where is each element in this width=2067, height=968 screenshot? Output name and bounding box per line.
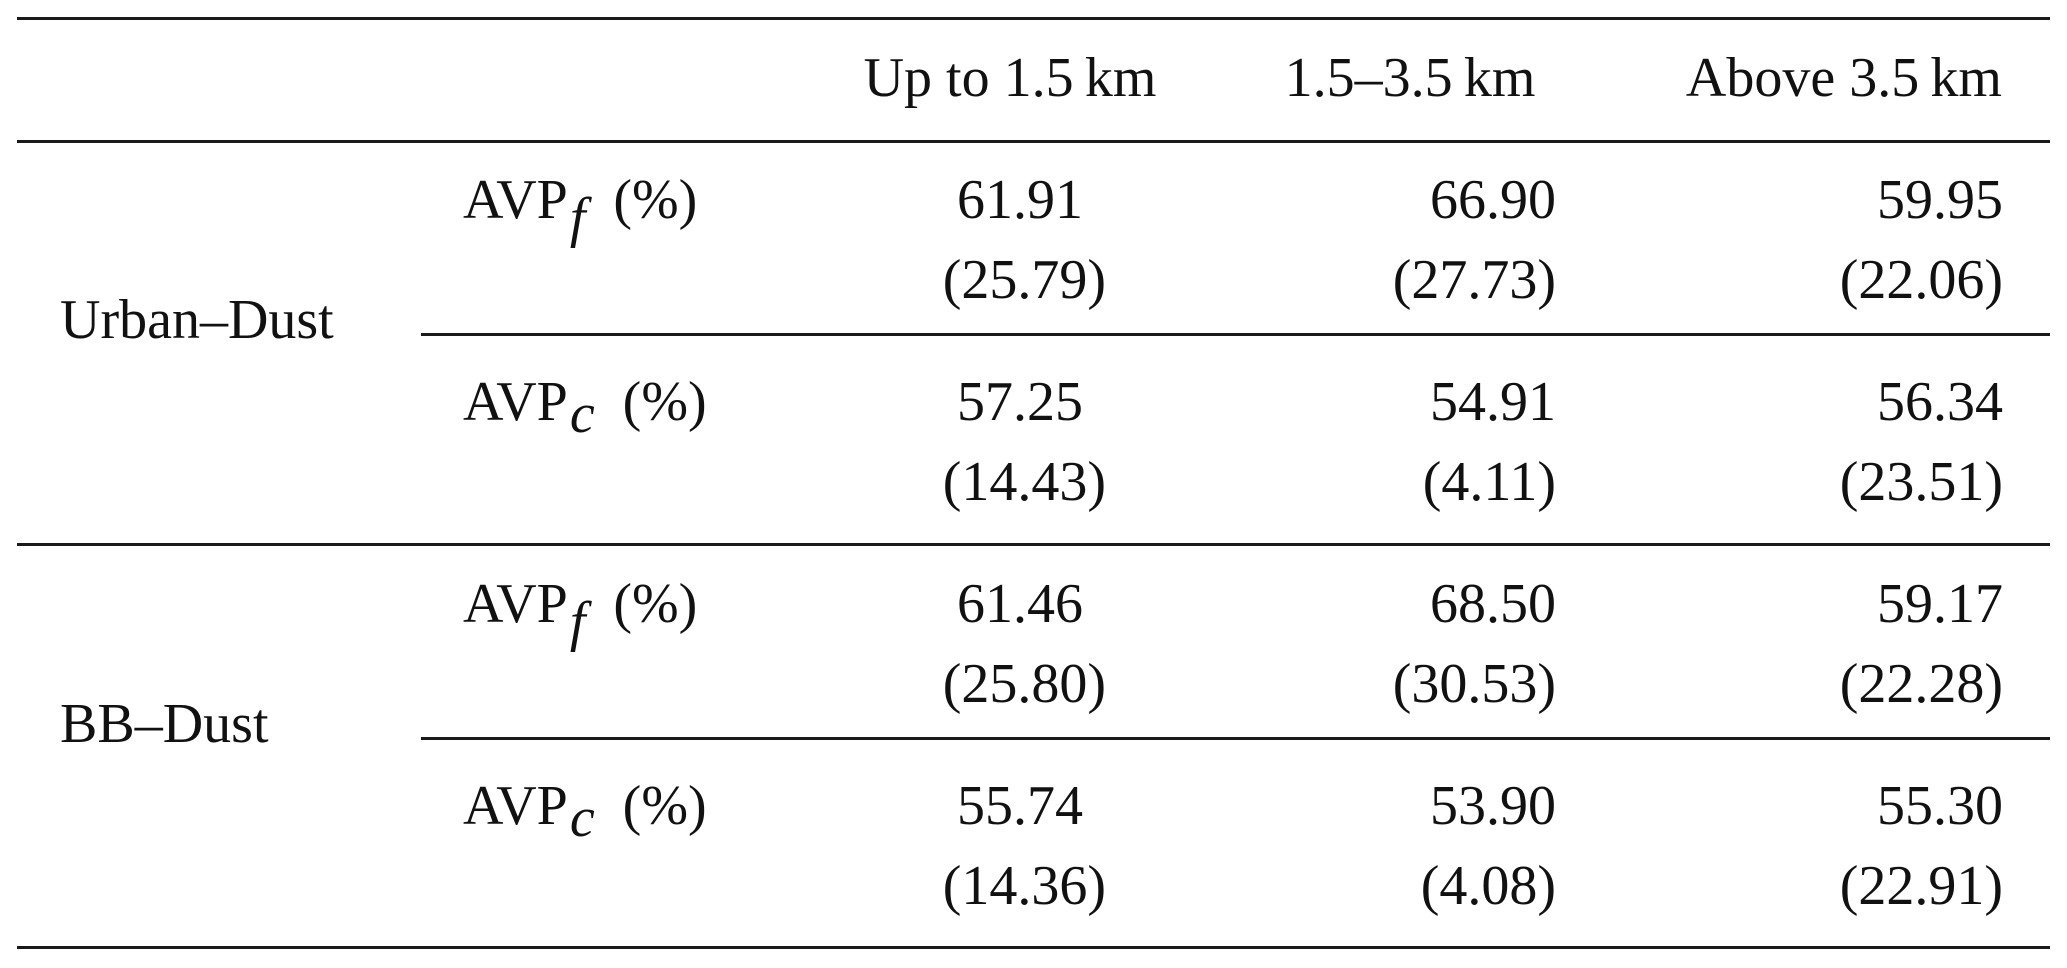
cell-sd: (25.79): [942, 249, 1106, 311]
cell-value: 55.30: [1877, 775, 2003, 837]
header-col-up-to-1-5km: Up to 1.5 km: [863, 47, 1157, 109]
cell-sd: (22.91): [1839, 855, 2003, 917]
metric-subscript: c: [569, 383, 595, 445]
cell-sd: (23.51): [1839, 451, 2003, 513]
cell-value: 56.34: [1877, 371, 2003, 433]
cell-sd: (4.11): [1422, 451, 1556, 513]
cell-value: 53.90: [1430, 775, 1556, 837]
cell-value: 54.91: [1430, 371, 1556, 433]
cell-value: 68.50: [1430, 573, 1556, 635]
header-col-1-5-3-5km: 1.5–3.5 km: [1284, 47, 1536, 109]
metric-unit: (%): [622, 775, 707, 837]
header-col-above-3-5km: Above 3.5 km: [1685, 47, 2002, 109]
group-label-bb-dust: BB–Dust: [60, 693, 269, 755]
metric-name: AVP: [463, 573, 568, 635]
metric-subscript: f: [569, 187, 586, 249]
cell-value: 59.17: [1877, 573, 2003, 635]
metric-subscript: f: [569, 591, 586, 653]
cell-value: 61.91: [957, 169, 1083, 231]
group2-mid-rule: [421, 737, 2050, 740]
metric-unit: (%): [613, 573, 698, 635]
metric-name: AVP: [463, 775, 568, 837]
header-rule: [17, 140, 2050, 143]
cell-value: 66.90: [1430, 169, 1556, 231]
group1-mid-rule: [421, 333, 2050, 336]
cell-sd: (30.53): [1392, 653, 1556, 715]
cell-value: 61.46: [957, 573, 1083, 635]
cell-sd: (14.36): [942, 855, 1106, 917]
group-label-urban-dust: Urban–Dust: [60, 289, 334, 351]
bottom-rule: [17, 946, 2050, 949]
row-label-avp-c: AVPc (%): [463, 371, 707, 442]
cell-value: 57.25: [957, 371, 1083, 433]
row-label-avp-f: AVPf (%): [463, 573, 698, 650]
row-label-avp-f: AVPf (%): [463, 169, 698, 246]
cell-sd: (27.73): [1392, 249, 1556, 311]
cell-sd: (22.28): [1839, 653, 2003, 715]
metric-name: AVP: [463, 169, 568, 231]
cell-value: 59.95: [1877, 169, 2003, 231]
row-label-avp-c: AVPc (%): [463, 775, 707, 846]
cell-sd: (14.43): [942, 451, 1106, 513]
metric-unit: (%): [613, 169, 698, 231]
cell-sd: (22.06): [1839, 249, 2003, 311]
cell-sd: (4.08): [1420, 855, 1556, 917]
metric-name: AVP: [463, 371, 568, 433]
top-rule: [17, 17, 2050, 20]
metric-unit: (%): [622, 371, 707, 433]
cell-value: 55.74: [957, 775, 1083, 837]
metric-subscript: c: [569, 787, 595, 849]
group-separator-rule: [17, 543, 2050, 546]
cell-sd: (25.80): [942, 653, 1106, 715]
